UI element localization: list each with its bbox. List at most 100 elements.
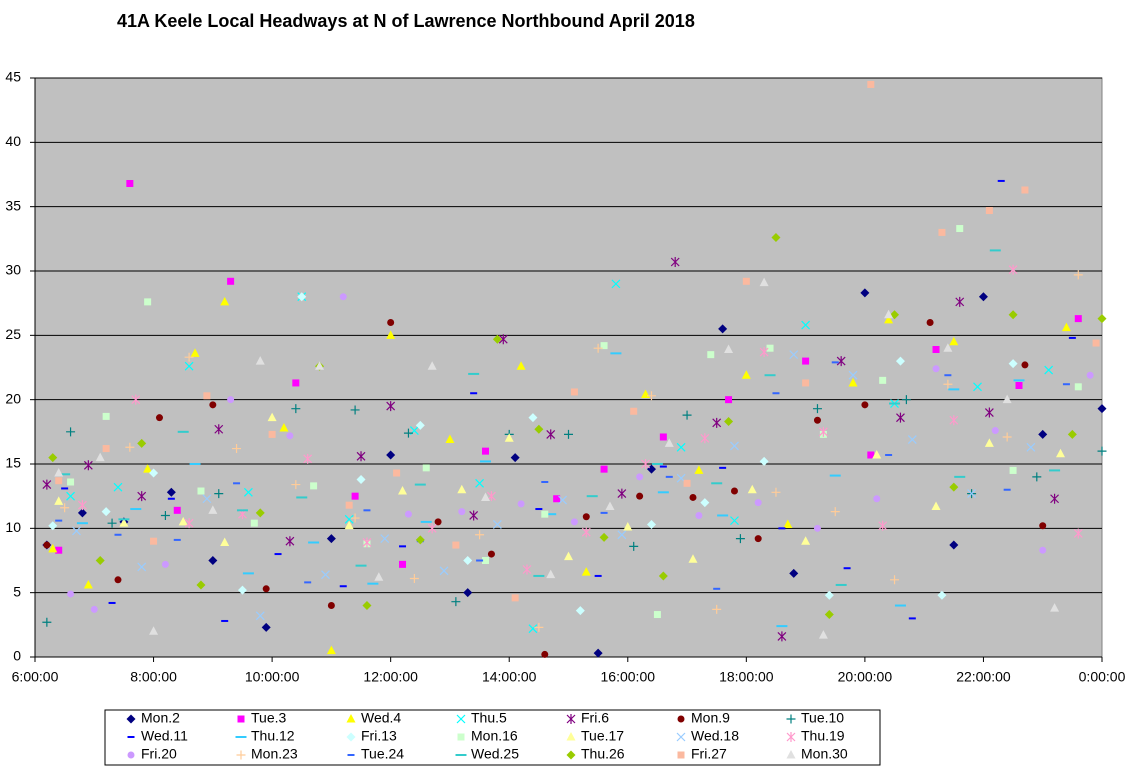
point — [475, 478, 485, 488]
point — [439, 566, 449, 576]
point — [1038, 429, 1048, 439]
point — [600, 342, 608, 350]
point — [682, 410, 692, 420]
point — [498, 334, 508, 345]
point — [581, 527, 591, 538]
point — [137, 438, 147, 448]
point — [291, 480, 301, 490]
legend-marker — [786, 714, 796, 724]
point — [1008, 359, 1018, 369]
point — [42, 479, 52, 490]
point — [949, 482, 959, 492]
point — [581, 567, 591, 576]
point — [623, 522, 633, 531]
point — [931, 501, 941, 510]
point — [593, 343, 603, 353]
legend-marker — [237, 715, 245, 723]
point — [759, 277, 769, 287]
point — [279, 422, 289, 432]
legend-marker — [126, 714, 136, 724]
point — [126, 180, 134, 188]
point — [1097, 446, 1107, 456]
point — [137, 562, 147, 572]
point — [630, 407, 638, 415]
legend-label: Mon.23 — [251, 746, 298, 762]
point — [227, 396, 235, 404]
point — [830, 507, 840, 517]
point — [766, 344, 774, 352]
point — [386, 401, 396, 412]
point — [907, 435, 917, 444]
point — [789, 350, 799, 360]
point — [243, 487, 253, 497]
point — [528, 624, 538, 634]
point — [605, 501, 615, 510]
point — [415, 420, 425, 430]
point — [427, 523, 437, 534]
point — [1021, 361, 1029, 369]
point — [517, 500, 525, 508]
point — [184, 518, 194, 529]
point — [813, 416, 821, 424]
legend-label: Tue.10 — [801, 710, 844, 726]
point — [955, 296, 965, 307]
point — [67, 478, 75, 486]
point — [985, 207, 993, 215]
point — [202, 494, 212, 504]
point — [879, 376, 887, 384]
point — [895, 356, 905, 366]
point — [943, 343, 953, 352]
point — [350, 513, 360, 523]
point — [617, 488, 627, 499]
legend-label: Fri.27 — [691, 746, 727, 762]
point — [487, 550, 495, 558]
point — [725, 396, 733, 404]
x-tick-label: 18:00:00 — [719, 669, 774, 685]
point — [144, 298, 152, 306]
point — [190, 348, 200, 357]
point — [214, 424, 224, 435]
point — [386, 450, 396, 460]
point — [949, 540, 959, 550]
point — [113, 482, 123, 492]
point — [759, 347, 769, 358]
point — [452, 541, 460, 549]
point — [528, 413, 538, 423]
point — [457, 484, 467, 494]
point — [956, 225, 964, 233]
point — [403, 428, 413, 438]
point — [890, 575, 900, 585]
point — [255, 508, 265, 518]
point — [659, 433, 667, 441]
point — [492, 334, 502, 344]
point — [593, 648, 603, 658]
point — [387, 318, 395, 326]
point — [72, 526, 81, 536]
point — [867, 80, 875, 88]
point — [534, 622, 544, 632]
point — [564, 429, 573, 439]
point — [646, 519, 656, 529]
point — [54, 496, 64, 505]
point — [1092, 339, 1100, 347]
point — [707, 351, 715, 359]
point — [114, 576, 122, 584]
point — [262, 585, 270, 593]
point — [351, 492, 359, 500]
point — [1002, 394, 1012, 404]
point — [54, 468, 64, 477]
legend-box — [104, 709, 881, 766]
point — [611, 279, 621, 289]
point — [119, 518, 129, 527]
point — [255, 356, 265, 365]
point — [730, 487, 738, 495]
legend-marker — [786, 750, 796, 759]
point — [95, 556, 105, 565]
legend-marker — [566, 732, 576, 741]
point — [1067, 429, 1077, 439]
point — [1026, 442, 1036, 452]
point — [801, 536, 811, 545]
legend-label: Mon.2 — [141, 710, 180, 726]
point — [510, 453, 520, 463]
